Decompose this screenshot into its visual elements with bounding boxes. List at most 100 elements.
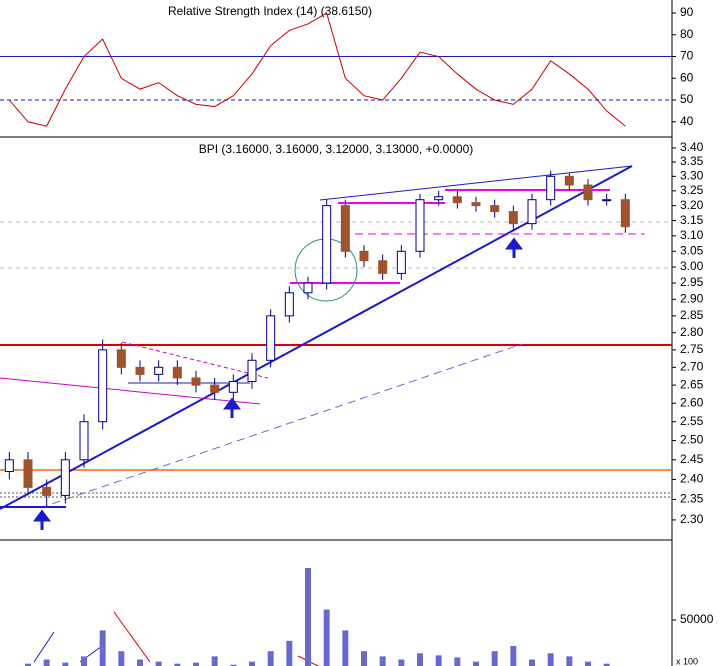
candle-body	[116, 349, 126, 368]
candle-body	[490, 205, 500, 213]
volume-bar	[118, 651, 125, 666]
candle-body	[135, 366, 145, 375]
y-tick-label: 3.05	[680, 243, 704, 257]
volume-trend	[113, 611, 151, 663]
candle-body	[546, 175, 556, 201]
y-tick-label: 40	[680, 114, 694, 128]
candle-body	[415, 199, 425, 252]
volume-bar	[81, 656, 87, 666]
volume-bar	[435, 655, 442, 666]
y-tick-label: 3.25	[680, 183, 704, 197]
volume-bar	[249, 661, 255, 666]
volume-bar	[155, 661, 162, 666]
volume-bar	[473, 661, 479, 666]
y-tick-label: 2.30	[680, 512, 704, 526]
volume-bar	[211, 656, 218, 666]
candle-body	[4, 459, 14, 473]
volume-bar	[417, 653, 423, 666]
volume-bar	[398, 659, 405, 666]
candle-body	[284, 292, 294, 317]
candle-body	[471, 202, 481, 207]
y-tick-label: 90	[680, 5, 694, 19]
volume-bar	[566, 656, 573, 666]
arrow	[33, 509, 51, 530]
y-tick-label: 2.75	[680, 342, 704, 356]
y-tick-label: 80	[680, 27, 694, 41]
y-tick-label: 2.40	[680, 472, 704, 486]
candle-body	[322, 205, 332, 284]
candle-body	[228, 381, 238, 393]
candle-body	[602, 199, 612, 202]
arrow	[223, 397, 241, 418]
volume-bar	[491, 651, 498, 666]
trend-line	[0, 165, 633, 510]
volume-bar	[305, 568, 311, 666]
candle-body	[303, 282, 313, 294]
y-tick-label: 70	[680, 49, 694, 63]
volume-bar	[603, 663, 610, 666]
candle-body	[60, 459, 70, 496]
y-tick-label: 3.15	[680, 213, 704, 227]
candle-body	[42, 486, 52, 496]
rsi-line	[8, 12, 626, 127]
volume-bar	[342, 630, 349, 666]
candle-body	[79, 421, 89, 461]
y-tick-label: 2.45	[680, 452, 704, 466]
candle-body	[172, 366, 182, 379]
volume-bar	[230, 664, 237, 666]
volume-bar	[585, 661, 591, 666]
candle-body	[98, 349, 108, 423]
y-tick-label: 2.80	[680, 325, 704, 339]
volume-bar	[99, 630, 106, 666]
candle-body	[396, 250, 406, 274]
candle-body	[191, 377, 201, 386]
candle-body	[434, 196, 444, 201]
y-tick-label: 2.85	[680, 308, 704, 322]
candle-body	[266, 315, 276, 361]
y-tick-label: 2.50	[680, 433, 704, 447]
candle-body	[359, 250, 369, 262]
candle-body	[210, 384, 220, 393]
volume-bar	[379, 656, 386, 666]
volume-bar	[267, 651, 274, 666]
y-tick-label: 3.35	[680, 154, 704, 168]
volume-bar	[454, 657, 461, 666]
candle-body	[527, 199, 537, 225]
price-title: BPI (3.16000, 3.16000, 3.12000, 3.13000,…	[199, 142, 474, 156]
volume-bar	[62, 662, 69, 666]
volume-bar	[286, 640, 293, 666]
volume-trend	[33, 631, 55, 663]
trend-line	[39, 343, 523, 509]
candle-body	[154, 366, 164, 375]
volume-bar	[137, 659, 143, 666]
y-tick-label: 3.30	[680, 169, 704, 183]
y-tick-label: 2.90	[680, 291, 704, 305]
y-tick-label: 50000	[680, 612, 714, 626]
candle-body	[508, 211, 518, 225]
y-tick-label: 2.95	[680, 275, 704, 289]
volume-bar	[510, 646, 517, 666]
y-tick-label: 50	[680, 92, 694, 106]
volume-bar	[323, 609, 330, 666]
candle-body	[247, 359, 257, 383]
candle-body	[583, 184, 593, 201]
rsi-title: Relative Strength Index (14) (38.6150)	[168, 4, 372, 18]
trend-line	[319, 165, 633, 201]
y-tick-label: 2.70	[680, 359, 704, 373]
volume-bar	[25, 663, 31, 666]
volume-bar	[361, 651, 367, 666]
candle-body	[340, 205, 350, 252]
candle-body	[564, 175, 574, 186]
trend-line	[0, 377, 261, 405]
y-tick-label: 3.10	[680, 228, 704, 242]
candle-body	[378, 260, 388, 274]
arrow	[505, 237, 523, 258]
y-tick-label: 2.65	[680, 377, 704, 391]
volume-bar	[529, 659, 535, 666]
y-tick-label: 3.20	[680, 198, 704, 212]
annotations	[0, 165, 672, 666]
y-tick-label: 3.40	[680, 140, 704, 154]
y-tick-label: 2.55	[680, 414, 704, 428]
